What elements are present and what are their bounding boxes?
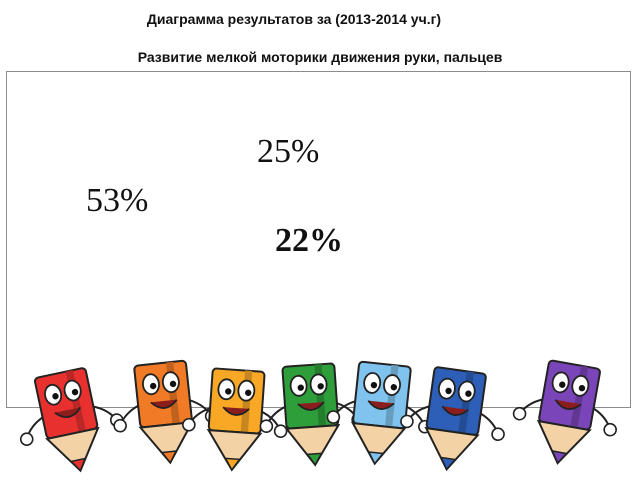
pencil-character-icon — [326, 360, 432, 466]
chart-subtitle: Развитие мелкой моторики движения руки, … — [137, 49, 503, 65]
pencil-character-icon — [400, 366, 505, 472]
data-label-22: 22% — [275, 222, 343, 259]
chart-area — [6, 71, 631, 408]
chart-title: Диаграмма результатов за (2013-2014 уч.г… — [146, 11, 442, 27]
pencil-character-icon — [512, 359, 617, 465]
pencil-character-icon — [113, 359, 219, 465]
data-label-25: 25% — [257, 133, 320, 170]
data-label-53: 53% — [86, 182, 149, 219]
pencil-character-icon — [19, 367, 124, 473]
pencil-character-icon — [259, 362, 365, 467]
pencil-character-icon — [182, 367, 288, 472]
